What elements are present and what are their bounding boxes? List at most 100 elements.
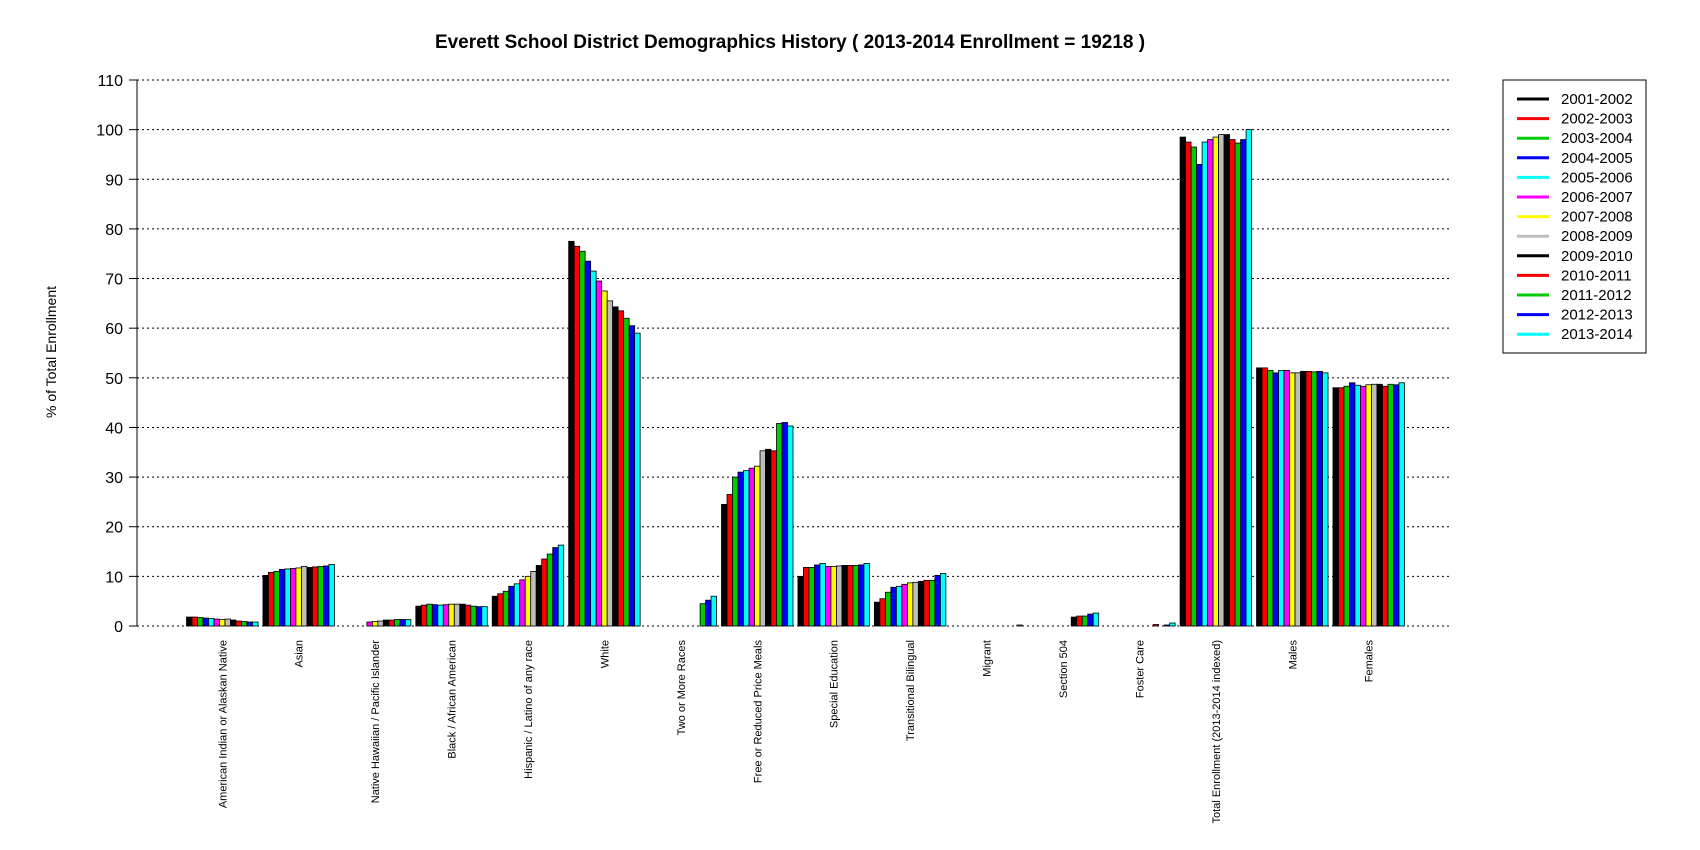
y-tick-label: 60 bbox=[105, 321, 123, 338]
bar bbox=[710, 595, 717, 627]
bar bbox=[732, 476, 739, 627]
bar bbox=[442, 604, 450, 627]
gridlines bbox=[137, 79, 1450, 627]
category-label: Asian bbox=[294, 640, 306, 668]
bar bbox=[1087, 613, 1094, 627]
y-tick-label: 30 bbox=[105, 470, 123, 487]
bar bbox=[420, 604, 428, 627]
bar bbox=[459, 603, 466, 627]
bar bbox=[202, 617, 209, 627]
bar bbox=[546, 553, 554, 627]
bar bbox=[1092, 612, 1100, 627]
bar bbox=[464, 604, 472, 627]
bar bbox=[328, 564, 335, 627]
legend-entry: 2013-2014 bbox=[1561, 326, 1633, 343]
bar bbox=[917, 580, 925, 627]
bar bbox=[1343, 385, 1350, 627]
bar bbox=[1365, 384, 1372, 627]
bar bbox=[819, 563, 826, 627]
bar bbox=[1245, 129, 1252, 627]
bar bbox=[230, 619, 237, 627]
bar bbox=[301, 566, 308, 627]
bar bbox=[1322, 372, 1329, 627]
bar bbox=[726, 494, 733, 627]
y-tick-label: 40 bbox=[105, 420, 123, 437]
bar bbox=[863, 563, 870, 627]
bar bbox=[475, 606, 483, 627]
bar bbox=[1398, 382, 1405, 627]
bar bbox=[1076, 615, 1083, 627]
y-tick-label: 110 bbox=[97, 73, 123, 90]
bar bbox=[721, 503, 728, 627]
y-tick-label: 0 bbox=[114, 619, 123, 636]
bar bbox=[617, 310, 625, 627]
bar bbox=[448, 603, 455, 627]
bar bbox=[246, 621, 253, 627]
bar bbox=[312, 566, 319, 627]
bar bbox=[502, 590, 510, 627]
bar bbox=[1179, 136, 1186, 627]
y-tick-label: 20 bbox=[105, 520, 123, 537]
bar bbox=[1201, 141, 1208, 627]
bar bbox=[252, 621, 259, 627]
bar bbox=[1196, 163, 1203, 627]
category-label: Section 504 bbox=[1058, 640, 1070, 698]
legend: 2001-2002 2002-2003 2003-2004 2004-2005 2005… bbox=[1502, 79, 1647, 354]
bar bbox=[404, 619, 412, 627]
y-tick-label: 100 bbox=[96, 123, 123, 140]
bar bbox=[1376, 383, 1383, 627]
bar bbox=[606, 300, 614, 627]
bar bbox=[530, 571, 537, 627]
bar bbox=[759, 450, 766, 627]
bar bbox=[584, 260, 592, 627]
bar bbox=[1229, 139, 1236, 627]
y-tick-label: 80 bbox=[105, 222, 123, 239]
bar bbox=[235, 620, 242, 627]
bar bbox=[279, 569, 286, 627]
bar bbox=[634, 332, 641, 627]
bar bbox=[186, 616, 193, 627]
y-axis: 0 10 20 30 40 50 60 70 80 90 100 110 bbox=[96, 73, 138, 636]
bar bbox=[1387, 383, 1394, 627]
bar bbox=[923, 579, 930, 627]
bar bbox=[1349, 382, 1356, 627]
bar bbox=[268, 571, 275, 627]
legend-entry: 2001-2002 bbox=[1561, 91, 1633, 108]
bar bbox=[213, 618, 220, 627]
bar bbox=[306, 567, 313, 627]
bar bbox=[393, 619, 401, 627]
bar bbox=[497, 593, 504, 627]
category-label: White bbox=[599, 640, 611, 668]
y-tick-label: 70 bbox=[105, 272, 123, 289]
bar bbox=[1223, 134, 1230, 627]
bar bbox=[825, 566, 832, 627]
bar bbox=[895, 585, 903, 627]
bar bbox=[879, 598, 886, 627]
bar bbox=[754, 465, 761, 627]
bar bbox=[841, 565, 848, 627]
bar bbox=[776, 423, 783, 627]
bar bbox=[323, 565, 330, 627]
bar bbox=[928, 579, 936, 627]
legend-entry: 2005-2006 bbox=[1561, 169, 1633, 186]
bars bbox=[186, 129, 1405, 627]
bar bbox=[524, 575, 532, 627]
category-label: Special Education bbox=[829, 640, 841, 728]
category-label: Foster Care bbox=[1134, 640, 1146, 698]
bar bbox=[535, 565, 543, 627]
bar bbox=[858, 564, 865, 627]
bar bbox=[1267, 369, 1274, 627]
bar bbox=[1261, 367, 1268, 627]
bar bbox=[699, 603, 706, 627]
y-axis-label: % of Total Enrollment bbox=[43, 286, 59, 418]
bar bbox=[808, 567, 815, 627]
bar bbox=[481, 606, 488, 627]
bar bbox=[519, 579, 526, 627]
bar bbox=[1212, 136, 1219, 627]
bar bbox=[743, 470, 750, 627]
bar bbox=[814, 564, 821, 627]
bar bbox=[1283, 369, 1290, 627]
bar bbox=[1294, 372, 1301, 627]
bar bbox=[612, 306, 619, 627]
